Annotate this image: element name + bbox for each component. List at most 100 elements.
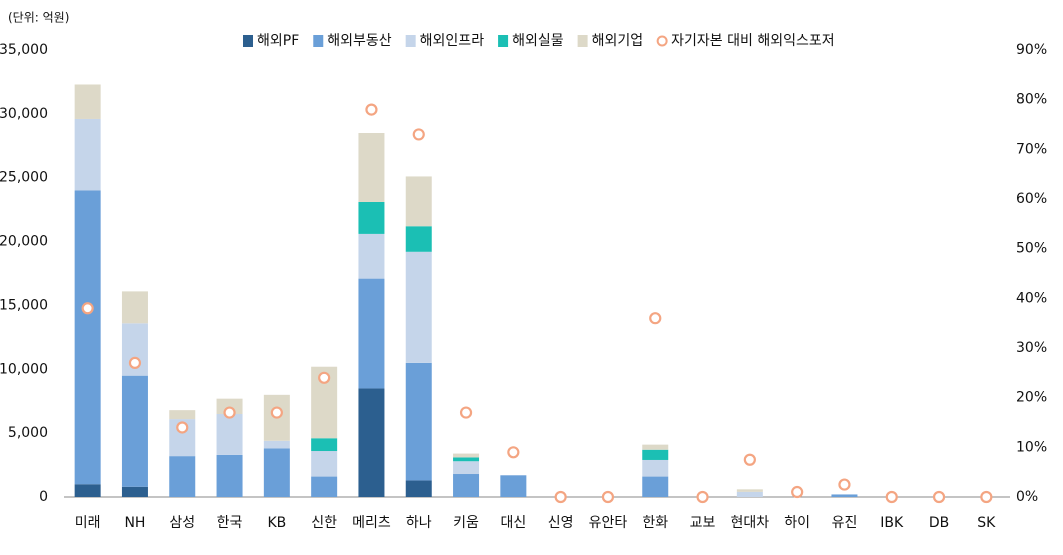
legend-label: 자기자본 대비 해외익스포저 bbox=[671, 33, 834, 49]
bar-segment bbox=[121, 291, 148, 324]
y2-tick-label: 10% bbox=[1016, 439, 1047, 455]
y-tick-label: 15,000 bbox=[0, 297, 48, 313]
x-tick-label: 신한 bbox=[311, 515, 337, 531]
bar-segment bbox=[453, 474, 480, 497]
bar-segment bbox=[311, 451, 338, 477]
bar-segment bbox=[642, 476, 669, 497]
bar-segment bbox=[263, 440, 290, 449]
exposure-point bbox=[932, 490, 946, 504]
exposure-point bbox=[365, 103, 378, 116]
legend-label: 해외PF bbox=[257, 33, 299, 49]
bar-segment bbox=[453, 461, 480, 475]
exposure-point bbox=[270, 406, 283, 419]
bar-segment bbox=[263, 448, 290, 497]
x-tick-label: 한화 bbox=[642, 515, 668, 531]
bar-segment bbox=[405, 176, 432, 227]
x-tick-label: 교보 bbox=[690, 515, 716, 531]
legend-marker bbox=[498, 35, 509, 47]
bar-segment bbox=[74, 190, 101, 485]
y2-tick-label: 20% bbox=[1016, 390, 1047, 406]
y-tick-label: 20,000 bbox=[0, 234, 48, 250]
exposure-point bbox=[601, 490, 615, 504]
x-tick-label: KB bbox=[267, 515, 286, 531]
bar-segment bbox=[121, 486, 148, 497]
exposure-point bbox=[81, 302, 94, 315]
x-tick-label: 미래 bbox=[75, 515, 101, 531]
bar-segment bbox=[216, 398, 243, 414]
exposure-point bbox=[980, 490, 993, 504]
exposure-point bbox=[128, 356, 142, 369]
legend-label: 해외기업 bbox=[592, 33, 644, 49]
x-tick-label: NH bbox=[124, 515, 145, 531]
x-tick-label: 유안타 bbox=[589, 515, 628, 531]
exposure-point bbox=[318, 371, 331, 384]
x-tick-label: 한국 bbox=[217, 515, 243, 531]
y2-tick-label: 30% bbox=[1016, 340, 1047, 356]
bar-segment bbox=[74, 84, 101, 119]
exposure-point bbox=[507, 446, 520, 459]
bar-segment bbox=[831, 494, 858, 497]
exposure-point bbox=[791, 485, 804, 499]
bar-segment bbox=[405, 251, 432, 363]
bar-segment bbox=[311, 476, 338, 497]
bar-segment bbox=[736, 491, 763, 497]
bar-segment bbox=[358, 201, 385, 234]
exposure-point bbox=[743, 453, 756, 466]
y2-tick-label: 70% bbox=[1016, 141, 1047, 157]
legend-marker bbox=[405, 35, 416, 47]
bar-segment bbox=[500, 475, 527, 497]
unit-note: (단위: 억원) bbox=[8, 11, 69, 25]
y-tick-label: 5,000 bbox=[8, 425, 48, 441]
legend-label: 해외부동산 bbox=[327, 33, 392, 49]
x-tick-label: 현대차 bbox=[731, 515, 770, 531]
exposure-point bbox=[885, 490, 898, 504]
bar-segment bbox=[642, 444, 669, 450]
x-tick-label: 유진 bbox=[832, 515, 858, 531]
bar-segment bbox=[405, 480, 432, 497]
bar-segment bbox=[642, 459, 669, 477]
legend-marker bbox=[243, 35, 253, 47]
legend-label: 해외인프라 bbox=[420, 33, 485, 49]
x-tick-label: 대신 bbox=[500, 515, 526, 531]
x-tick-label: IBK bbox=[880, 515, 904, 531]
x-tick-label: 하나 bbox=[406, 515, 432, 531]
bar-segment bbox=[453, 453, 480, 458]
y2-tick-label: 90% bbox=[1016, 42, 1047, 58]
y2-tick-label: 80% bbox=[1016, 92, 1047, 108]
bar-segment bbox=[216, 454, 243, 497]
y2-tick-label: 40% bbox=[1016, 290, 1047, 306]
bar-segment bbox=[358, 233, 385, 279]
bar-segment bbox=[358, 133, 385, 202]
bar-segment bbox=[453, 457, 480, 462]
x-tick-label: 하이 bbox=[784, 515, 810, 531]
bar-segment bbox=[121, 375, 148, 487]
y2-tick-label: 50% bbox=[1016, 241, 1047, 257]
y-tick-label: 0 bbox=[39, 489, 48, 505]
exposure-point bbox=[696, 490, 709, 504]
bar-segment bbox=[405, 226, 432, 252]
exposure-point bbox=[649, 312, 662, 325]
y2-tick-label: 60% bbox=[1016, 191, 1047, 207]
x-tick-label: DB bbox=[929, 515, 949, 531]
exposure-point bbox=[176, 421, 189, 434]
bar-segment bbox=[405, 362, 432, 481]
y-tick-label: 35,000 bbox=[0, 42, 48, 58]
y-tick-label: 10,000 bbox=[0, 361, 48, 377]
exposure-point bbox=[412, 128, 425, 141]
bar-segment bbox=[736, 489, 763, 492]
exposure-point bbox=[838, 478, 851, 491]
y-tick-label: 30,000 bbox=[0, 106, 48, 122]
x-tick-label: 키움 bbox=[453, 515, 479, 531]
y2-tick-label: 0% bbox=[1016, 489, 1038, 505]
exposure-point bbox=[459, 406, 473, 419]
legend-marker bbox=[313, 35, 324, 47]
bar-segment bbox=[358, 278, 385, 389]
bar-segment bbox=[311, 438, 338, 452]
bar-segment bbox=[358, 388, 385, 497]
bar-segment bbox=[642, 449, 669, 460]
legend-marker bbox=[577, 35, 588, 47]
bar-segment bbox=[169, 456, 196, 497]
exposure-point bbox=[223, 406, 236, 419]
x-tick-label: SK bbox=[977, 515, 996, 531]
